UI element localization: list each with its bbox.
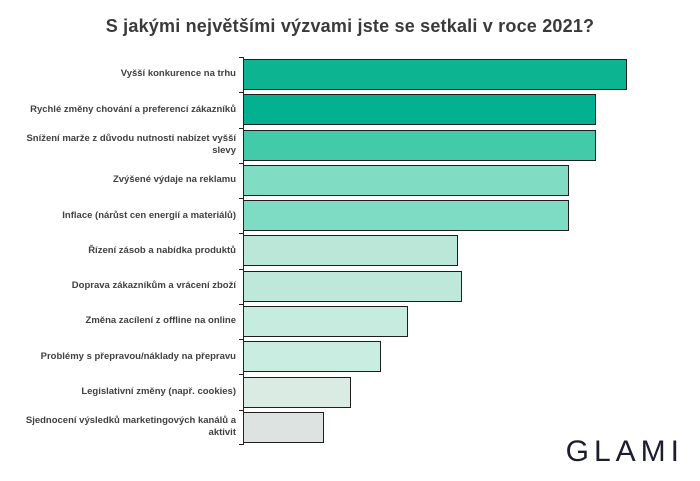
y-axis (239, 57, 244, 445)
category-label: Změna zacílení z offline na online (85, 315, 236, 327)
bar-row: Rychlé změny chování a preferencí zákazn… (0, 92, 700, 127)
bar (243, 376, 351, 408)
brand-logo: GLAMI (565, 435, 684, 468)
axis-tick (239, 374, 244, 376)
category-label: Zvýšené výdaje na reklamu (112, 174, 236, 186)
bar-track (243, 270, 700, 302)
category-label: Vyšší konkurence na trhu (120, 68, 236, 80)
bar-track (243, 94, 700, 126)
bar (243, 94, 597, 126)
bar-row: Doprava zákazníkům a vrácení zboží (0, 269, 700, 304)
bar-row: Změna zacílení z offline na online (0, 304, 700, 339)
bar (243, 129, 597, 161)
category-label: Inflace (nárůst cen energií a materiálů) (62, 209, 236, 221)
bar-track (243, 376, 700, 408)
bar-row: Vyšší konkurence na trhu (0, 57, 700, 92)
axis-tick (239, 92, 244, 94)
bar-row: Sjednocení výsledků marketingových kanál… (0, 410, 700, 445)
bar (243, 341, 382, 373)
category-label: Sjednocení výsledků marketingových kanál… (25, 414, 236, 439)
bar-row: Zvýšené výdaje na reklamu (0, 163, 700, 198)
bar (243, 305, 409, 337)
bar-rows: Vyšší konkurence na trhu Rychlé změny cho… (0, 57, 700, 445)
y-axis-line (243, 57, 244, 445)
axis-tick (239, 127, 244, 129)
bar-chart: Vyšší konkurence na trhu Rychlé změny cho… (0, 57, 700, 445)
category-label: Doprava zákazníkům a vrácení zboží (71, 280, 236, 292)
category-label: Legislativní změny (např. cookies) (81, 385, 236, 397)
axis-tick (239, 162, 244, 164)
axis-tick (239, 409, 244, 411)
axis-tick (239, 303, 244, 305)
bar (243, 270, 462, 302)
axis-tick (239, 198, 244, 200)
bar (243, 411, 324, 443)
chart-title: S jakými největšími výzvami jste se setk… (105, 16, 595, 36)
bar-track (243, 235, 700, 267)
axis-tick (239, 268, 244, 270)
bar-track (243, 305, 700, 337)
category-label: Rychlé změny chování a preferencí zákazn… (30, 103, 236, 115)
category-label: Řízení zásob a nabídka produktů (88, 244, 236, 256)
bar-row: Snížení marže z důvodu nutnosti nabízet … (0, 128, 700, 163)
bar (243, 200, 570, 232)
axis-tick (239, 233, 244, 235)
bar-track (243, 164, 700, 196)
bar-track (243, 200, 700, 232)
bar-track (243, 411, 700, 443)
bar-track (243, 59, 700, 91)
bar (243, 164, 570, 196)
category-label: Snížení marže z důvodu nutnosti nabízet … (26, 132, 236, 157)
bar-row: Legislativní změny (např. cookies) (0, 374, 700, 409)
bar-row: Řízení zásob a nabídka produktů (0, 233, 700, 268)
axis-tick (239, 444, 244, 445)
bar-track (243, 341, 700, 373)
bar (243, 235, 458, 267)
axis-tick (239, 339, 244, 341)
bar-row: Problémy s přepravou/náklady na přepravu (0, 339, 700, 374)
category-label: Problémy s přepravou/náklady na přepravu (40, 350, 236, 362)
bar-track (243, 129, 700, 161)
axis-tick (239, 57, 244, 58)
bar (243, 59, 627, 91)
bar-row: Inflace (nárůst cen energií a materiálů) (0, 198, 700, 233)
